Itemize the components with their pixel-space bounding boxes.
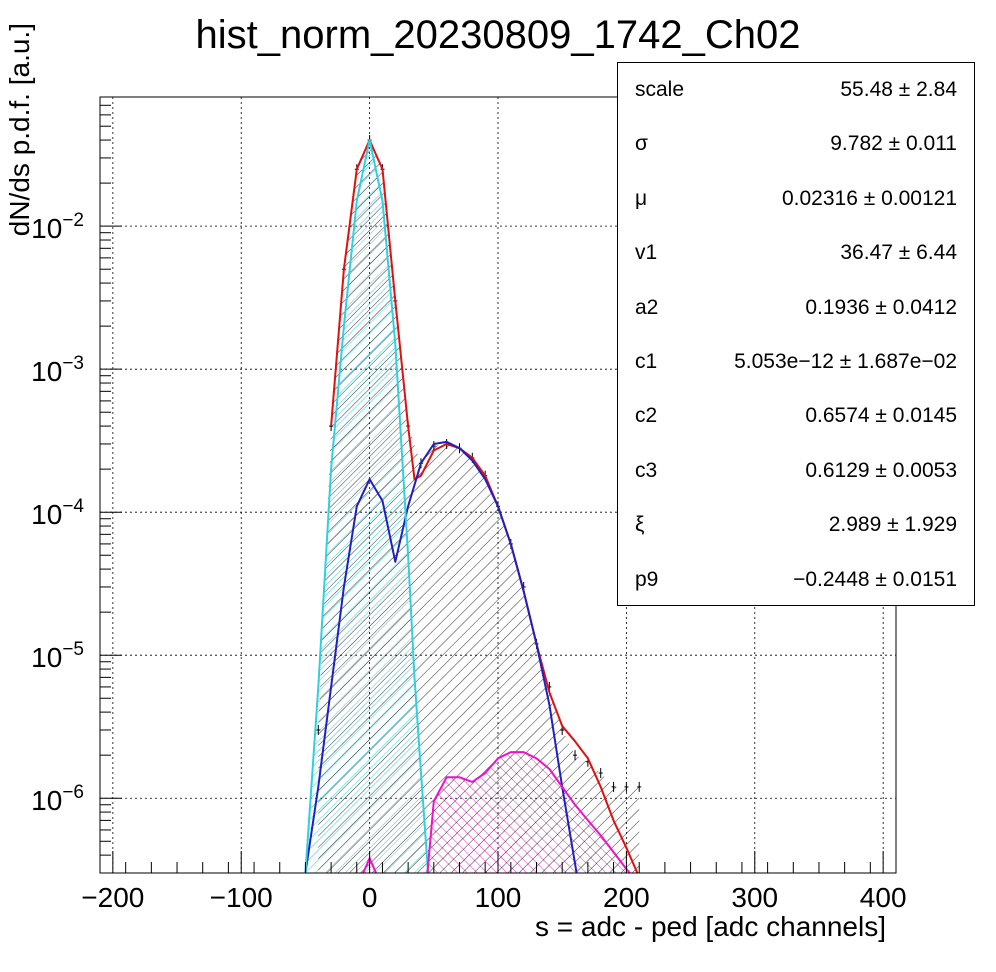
x-tick-label: −200 [81, 882, 144, 913]
stat-name: μ [635, 186, 648, 210]
y-tick-label: 10−4 [31, 496, 84, 530]
stat-row-xi: ξ 2.989 ± 1.929 [618, 498, 974, 552]
y-tick-label: 10−2 [31, 210, 84, 244]
stat-row-c1: c1 5.053e−12 ± 1.687e−02 [618, 335, 974, 389]
chart-title: hist_norm_20230809_1742_Ch02 [195, 13, 801, 57]
stat-row-mu: μ 0.02316 ± 0.00121 [618, 172, 974, 226]
stat-name: v1 [635, 241, 658, 265]
stat-row-c3: c3 0.6129 ± 0.0053 [618, 444, 974, 498]
x-tick-label: 300 [731, 882, 778, 913]
stat-name: σ [635, 132, 648, 156]
stat-name: c2 [635, 404, 658, 428]
stat-row-v1: v1 36.47 ± 6.44 [618, 226, 974, 280]
x-tick-label: 200 [603, 882, 650, 913]
fit-curve-3 [426, 751, 632, 873]
x-tick-label: 400 [860, 882, 907, 913]
stat-name: c1 [635, 350, 658, 373]
y-tick-label: 10−6 [31, 782, 84, 816]
stat-value: 0.02316 ± 0.00121 [781, 186, 957, 210]
stat-row-sigma: σ 9.782 ± 0.011 [618, 117, 974, 171]
fit-curve-1 [304, 440, 578, 873]
stat-row-a2: a2 0.1936 ± 0.0412 [618, 281, 974, 335]
stat-name: p9 [635, 567, 659, 591]
y-tick-label: 10−3 [31, 353, 84, 387]
stat-value: 2.989 ± 1.929 [828, 513, 957, 537]
x-tick-label: 0 [362, 882, 378, 913]
stat-value: 9.782 ± 0.011 [830, 132, 957, 156]
x-tick-labels: −200 −100 0 100 200 300 400 [81, 882, 906, 913]
x-tick-label: 100 [475, 882, 522, 913]
x-axis-label: s = adc - ped [adc channels] [535, 911, 886, 942]
stat-row-scale: scale 55.48 ± 2.84 [618, 63, 974, 117]
stat-name: a2 [635, 295, 659, 319]
stat-value: 55.48 ± 2.84 [840, 78, 957, 101]
fit-curve-2 [304, 139, 430, 873]
histogram-fill [318, 140, 640, 873]
stat-name: c3 [635, 458, 658, 482]
y-tick-label: 10−5 [31, 639, 84, 673]
stat-name: ξ [635, 513, 645, 537]
fit-curve-0 [330, 139, 639, 873]
y-axis-label: dN/ds p.d.f. [a.u.] [4, 23, 35, 237]
data-histogram [316, 135, 642, 873]
stat-row-c2: c2 0.6574 ± 0.0145 [618, 389, 974, 443]
stat-value: 36.47 ± 6.44 [840, 241, 957, 265]
stat-value: 0.1936 ± 0.0412 [805, 295, 957, 319]
stat-row-p9: p9 −0.2448 ± 0.0151 [618, 553, 974, 607]
x-tick-label: −100 [210, 882, 273, 913]
stat-value: 5.053e−12 ± 1.687e−02 [734, 350, 957, 373]
stat-name: scale [635, 78, 685, 101]
stat-value: −0.2448 ± 0.0151 [793, 567, 957, 591]
y-tick-labels: 10−2 10−3 10−4 10−5 10−6 [31, 210, 84, 816]
fit-stats-box: scale 55.48 ± 2.84 σ 9.782 ± 0.011 μ 0.0… [617, 62, 975, 606]
stat-value: 0.6574 ± 0.0145 [805, 404, 957, 428]
stat-value: 0.6129 ± 0.0053 [805, 458, 957, 482]
